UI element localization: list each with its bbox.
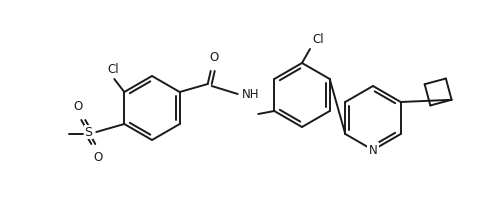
Text: NH: NH bbox=[241, 88, 259, 101]
Text: O: O bbox=[94, 151, 103, 164]
Text: Cl: Cl bbox=[312, 33, 323, 46]
Text: S: S bbox=[84, 125, 92, 138]
Text: O: O bbox=[209, 51, 218, 64]
Text: O: O bbox=[74, 100, 83, 113]
Text: Cl: Cl bbox=[107, 63, 119, 76]
Text: N: N bbox=[368, 143, 377, 156]
